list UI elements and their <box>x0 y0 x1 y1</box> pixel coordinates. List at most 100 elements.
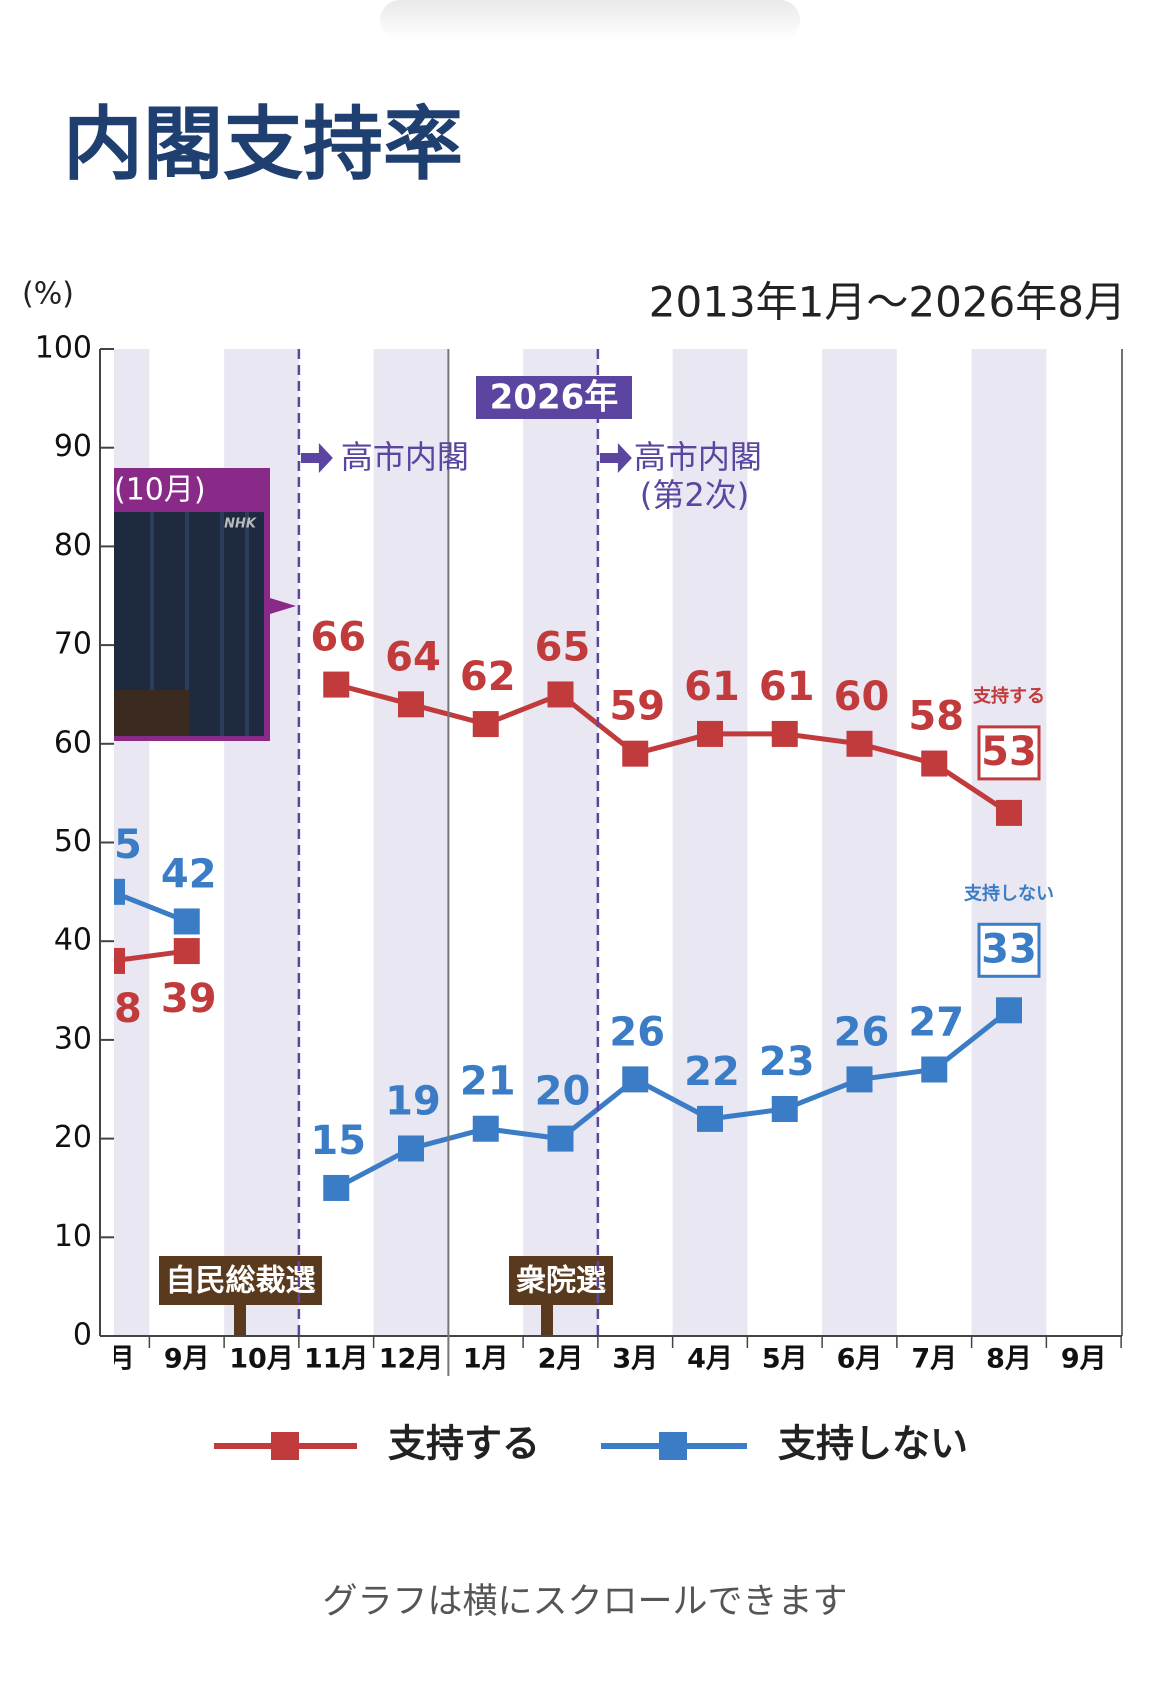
value-label: 26 <box>609 1009 665 1055</box>
photo-caption: (10月) <box>114 473 206 508</box>
legend-marker <box>271 1432 299 1460</box>
marker <box>996 997 1022 1024</box>
arrow <box>300 443 333 473</box>
cabinet-note: 高市内閣 <box>634 438 762 476</box>
value-label: 23 <box>759 1039 815 1085</box>
x-tick-label: 10月 <box>229 1344 294 1375</box>
x-tick-label: 3月 <box>612 1344 658 1375</box>
x-tick-label: 9月 <box>164 1344 210 1375</box>
value-label: 19 <box>385 1078 441 1124</box>
value-label: 66 <box>310 615 366 661</box>
photo-curtain <box>245 512 249 736</box>
value-label: 62 <box>460 654 516 700</box>
value-label: 42 <box>161 851 217 897</box>
value-label: 20 <box>535 1069 591 1115</box>
year-badge-label: 2026年 <box>490 378 619 418</box>
y-tick-label: 50 <box>54 824 92 859</box>
x-tick-label: 1月 <box>463 1344 509 1375</box>
footer-note: グラフは横にスクロールできます <box>322 1582 847 1622</box>
x-tick-label: 9月 <box>1061 1344 1107 1375</box>
value-label: 39 <box>161 976 217 1022</box>
marker <box>622 740 649 767</box>
marker <box>547 1125 574 1152</box>
value-label: 61 <box>759 664 815 710</box>
x-tick-label: 8月 <box>89 1344 135 1375</box>
x-tick-label: 5月 <box>762 1344 808 1375</box>
band <box>373 349 449 1336</box>
value-label: 59 <box>609 684 665 730</box>
y-tick-label: 30 <box>54 1021 92 1056</box>
band <box>672 349 748 1336</box>
marker <box>921 750 948 777</box>
marker <box>771 720 798 747</box>
band <box>523 349 598 1336</box>
x-tick-label: 8月 <box>986 1344 1032 1375</box>
photo-podium <box>114 690 189 736</box>
marker <box>173 938 200 965</box>
value-box <box>977 725 1041 781</box>
photo-curtain <box>150 512 154 736</box>
top-shade <box>380 0 800 40</box>
x-tick-label: 7月 <box>911 1344 957 1375</box>
marker <box>771 1095 798 1122</box>
value-label: 65 <box>535 624 591 670</box>
cabinet-note: (第2次) <box>640 476 749 514</box>
value-label: 45 <box>86 822 142 868</box>
year-badge <box>476 376 632 419</box>
series-tag: 支持しない <box>963 882 1054 904</box>
marker <box>472 711 499 738</box>
cabinet-note: 高市内閣 <box>341 438 469 476</box>
y-tick-label: 10 <box>54 1219 92 1254</box>
y-tick-label: 20 <box>54 1120 92 1155</box>
y-tick-label: 0 <box>73 1318 92 1353</box>
value-label: 53 <box>981 729 1037 775</box>
arrow <box>599 443 632 473</box>
value-label: 38 <box>86 986 142 1032</box>
x-tick-label: 6月 <box>837 1344 883 1375</box>
y-tick-label: 40 <box>54 923 92 958</box>
event-box <box>159 1256 322 1305</box>
plot: 8月 9月 10月 11月 12月 1月 2月 3月 4月 5月 6月 7月 8月 9月 (10月) NHK 自… <box>86 349 1122 1375</box>
marker <box>323 671 350 698</box>
period: 2013年1月～2026年8月 <box>649 278 1126 327</box>
x-tick-label: 11月 <box>304 1344 369 1375</box>
value-label: 27 <box>908 1000 964 1046</box>
x-tick-label: 2月 <box>538 1344 584 1375</box>
value-label: 21 <box>460 1059 516 1105</box>
value-label: 15 <box>310 1118 366 1164</box>
marker <box>398 1135 424 1162</box>
title: 内閣支持率 <box>63 98 463 191</box>
band <box>822 349 897 1336</box>
value-label: 26 <box>834 1009 890 1055</box>
value-label: 61 <box>684 664 740 710</box>
photo-logo: NHK <box>224 517 257 532</box>
value-label: 60 <box>834 674 890 720</box>
legend-label: 支持しない <box>778 1422 968 1466</box>
series-tag: 支持する <box>972 685 1045 707</box>
legend-marker <box>659 1432 687 1460</box>
value-label: 33 <box>981 926 1037 972</box>
event-label: 衆院選 <box>516 1264 606 1299</box>
value-box <box>977 922 1041 978</box>
y-tick-label: 90 <box>54 429 92 464</box>
photo-inset: (10月) NHK <box>114 468 270 741</box>
band <box>971 349 1047 1336</box>
y-tick-label: 70 <box>54 627 92 662</box>
value-label: 58 <box>908 694 964 740</box>
marker <box>114 947 125 974</box>
value-label: 22 <box>684 1049 740 1095</box>
y-tick-label: 100 <box>35 331 92 366</box>
photo-curtain <box>220 512 224 736</box>
marker <box>622 1066 649 1093</box>
marker <box>996 799 1022 826</box>
marker <box>323 1174 350 1201</box>
marker <box>173 908 200 935</box>
marker <box>697 1105 723 1132</box>
x-tick-label: 12月 <box>379 1344 444 1375</box>
marker <box>846 1066 873 1093</box>
marker <box>697 720 723 747</box>
x-tick-label: 4月 <box>687 1344 733 1375</box>
marker <box>472 1115 499 1142</box>
marker <box>921 1056 948 1083</box>
